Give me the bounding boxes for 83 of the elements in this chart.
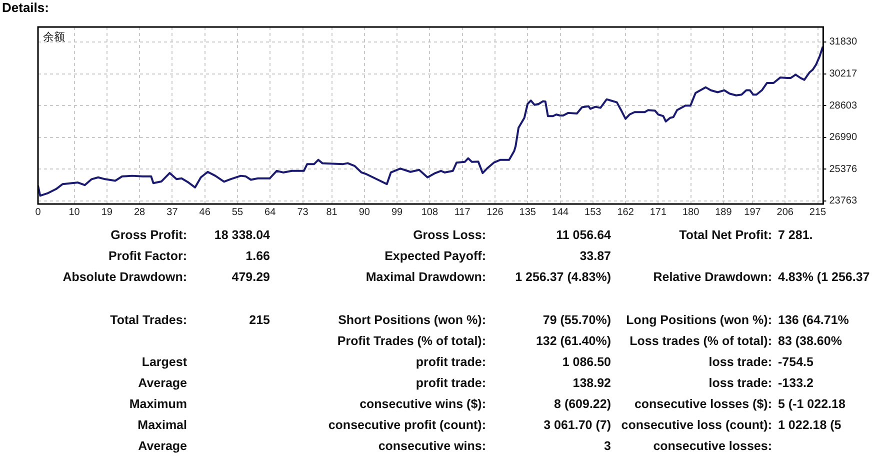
x-tick-label: 180 [682, 206, 700, 218]
text: Profit Factor: [108, 249, 187, 263]
x-tick-label: 126 [486, 206, 504, 218]
text: Largest [142, 355, 187, 369]
text: Maximum [129, 397, 187, 411]
x-tick-label: 197 [744, 206, 762, 218]
text: Maximal Drawdown: [366, 270, 486, 284]
text: -754.5 [778, 355, 814, 369]
text: consecutive wins ($): [360, 397, 486, 411]
text: 1 256.37 (4.83%) [515, 270, 611, 284]
text: consecutive losses: [653, 439, 772, 453]
x-tick-label: 10 [68, 206, 80, 218]
text: 138.92 [572, 376, 611, 390]
text: Total Trades: [110, 313, 187, 327]
y-tick-label: 23763 [829, 196, 858, 207]
y-tick-label: 26990 [829, 132, 858, 144]
x-tick-label: 46 [199, 206, 211, 218]
text: Maximal [138, 418, 187, 432]
x-tick-label: 99 [391, 206, 404, 218]
text: Loss trades (% of total): [630, 334, 772, 348]
x-tick-label: 55 [232, 206, 244, 218]
x-tick-label: 135 [519, 206, 536, 218]
text: 79 (55.70%) [542, 313, 611, 327]
x-tick-label: 81 [326, 206, 338, 218]
x-tick-label: 153 [584, 206, 602, 218]
text: 7 281. [778, 228, 813, 242]
x-tick-label: 144 [552, 206, 570, 218]
text: consecutive loss (count): [621, 418, 772, 432]
x-tick-label: 28 [134, 206, 146, 218]
x-tick-label: 171 [650, 206, 667, 218]
text: 5 (-1 022.18 [778, 397, 846, 411]
text: Gross Loss: [413, 228, 486, 242]
annotation: 余额 [43, 30, 65, 44]
text: Long Positions (won %): [626, 313, 772, 327]
x-tick-label: 73 [297, 206, 309, 218]
text: Expected Payoff: [384, 249, 486, 263]
x-tick-label: 206 [776, 206, 794, 218]
text: consecutive profit (count): [328, 418, 486, 432]
y-tick-label: 28603 [829, 100, 858, 112]
text: Absolute Drawdown: [62, 270, 187, 284]
text: 3 061.70 (7) [544, 418, 611, 432]
text: 1 086.50 [562, 355, 611, 369]
x-tick-label: 215 [809, 206, 827, 218]
text: Profit Trades (% of total): [337, 334, 486, 348]
text: Relative Drawdown: [653, 270, 772, 284]
x-tick-label: 108 [421, 206, 438, 218]
x-tick-label: 189 [715, 206, 732, 218]
text: 18 338.04 [214, 228, 270, 242]
x-tick-label: 19 [101, 206, 113, 218]
chart-title: Details: [2, 0, 49, 15]
text: loss trade: [708, 376, 772, 390]
text: 479.29 [232, 270, 270, 284]
text: 3 [604, 439, 611, 453]
text: profit trade: [416, 355, 486, 369]
x-tick-label: 64 [264, 206, 276, 218]
y-tick-label: 30217 [829, 68, 858, 80]
text: consecutive losses ($): [634, 397, 772, 411]
x-tick-label: 162 [617, 206, 634, 218]
y-tick-label: 31830 [829, 36, 858, 48]
x-tick-label: 0 [35, 206, 42, 218]
text: 1.66 [246, 249, 270, 263]
text: -133.2 [778, 376, 814, 390]
text: Average [138, 376, 187, 390]
text: 4.83% (1 256.37 [778, 270, 870, 284]
text: 83 (38.60% [778, 334, 842, 348]
text: 132 (61.40%) [536, 334, 611, 348]
text: 1 022.18 (5 [778, 418, 842, 432]
text: consecutive wins: [378, 439, 486, 453]
text: profit trade: [416, 376, 486, 390]
text: 8 (609.22) [554, 397, 611, 411]
text: loss trade: [708, 355, 772, 369]
text: Gross Profit: [110, 228, 187, 242]
text: Total Net Profit: [679, 228, 772, 242]
text: Average [138, 439, 187, 453]
text: 33.87 [580, 249, 611, 263]
text: Short Positions (won %): [338, 313, 486, 327]
y-tick-label: 25376 [829, 164, 858, 175]
x-tick-label: 37 [166, 206, 178, 218]
text: 136 (64.71% [778, 313, 849, 327]
x-tick-label: 90 [358, 206, 370, 218]
x-tick-label: 117 [454, 206, 471, 218]
text: 215 [249, 313, 270, 327]
text: 11 056.64 [556, 228, 611, 242]
